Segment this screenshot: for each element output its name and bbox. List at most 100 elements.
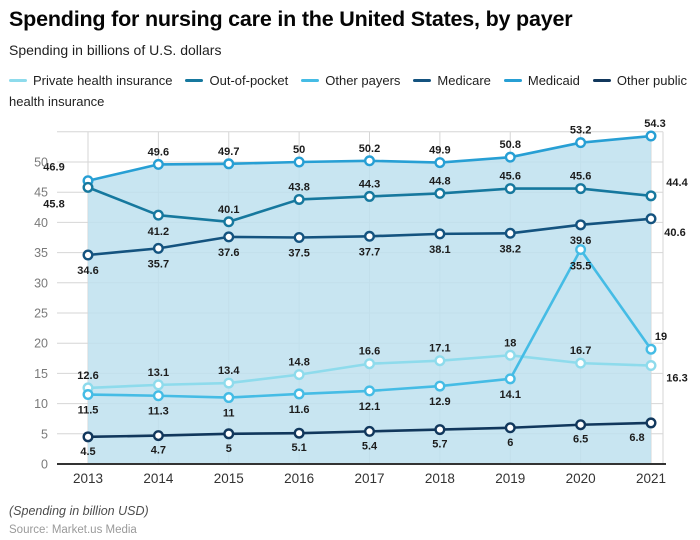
data-point-other-public-health-insurance <box>645 417 657 429</box>
data-point-medicare <box>434 228 446 240</box>
data-label-other-public-health-insurance: 5 <box>226 443 232 455</box>
data-label-other-public-health-insurance: 5.7 <box>432 439 447 451</box>
data-label-private-health-insurance: 17.1 <box>429 343 450 355</box>
legend-swatch-other-public-health-insurance <box>592 79 611 83</box>
chart-subtitle: Spending in billions of U.S. dollars <box>9 42 222 58</box>
data-label-other-payers: 12.1 <box>359 401 380 413</box>
data-point-other-payers <box>364 385 376 397</box>
data-label-out-of-pocket: 45.6 <box>500 171 521 183</box>
data-point-medicare <box>645 213 657 225</box>
data-point-medicaid <box>645 130 657 142</box>
data-point-private-health-insurance <box>434 355 446 367</box>
legend-item-medicaid: Medicaid <box>503 73 580 88</box>
y-axis-tick-label: 45 <box>34 186 48 200</box>
data-label-other-payers: 11.5 <box>78 405 99 417</box>
data-point-medicaid <box>504 151 516 163</box>
data-label-medicaid: 50 <box>293 144 305 156</box>
legend: Private health insurance Out-of-pocket Oth… <box>0 70 700 112</box>
data-label-private-health-insurance: 13.1 <box>148 367 169 379</box>
data-point-out-of-pocket <box>434 187 446 199</box>
data-point-medicare <box>82 249 94 261</box>
data-point-medicaid <box>364 155 376 167</box>
data-point-private-health-insurance <box>223 377 235 389</box>
legend-label: Medicaid <box>527 73 580 88</box>
legend-item-out-of-pocket: Out-of-pocket <box>185 73 288 88</box>
x-axis-tick-label: 2021 <box>636 471 666 486</box>
data-label-private-health-insurance: 12.6 <box>77 370 98 382</box>
chart-title: Spending for nursing care in the United … <box>9 7 573 31</box>
data-label-other-payers: 12.9 <box>429 396 450 408</box>
data-point-medicaid <box>575 137 587 149</box>
data-point-medicare <box>575 219 587 231</box>
data-label-medicaid: 50.8 <box>500 139 521 151</box>
legend-label: Other public health insurance <box>9 73 687 109</box>
data-point-medicare <box>364 230 376 242</box>
data-label-medicare: 34.6 <box>77 265 98 277</box>
data-point-other-payers <box>82 389 94 401</box>
data-point-out-of-pocket <box>364 190 376 202</box>
data-label-private-health-insurance: 16.3 <box>666 373 687 385</box>
y-axis-tick-label: 0 <box>41 458 48 472</box>
data-point-medicare <box>293 231 305 243</box>
data-point-out-of-pocket <box>645 190 657 202</box>
data-label-other-payers: 11.3 <box>148 406 169 418</box>
legend-item-other-public-health-insurance: Other public health insurance <box>9 73 687 109</box>
x-axis-tick-label: 2015 <box>214 471 244 486</box>
x-axis-tick-label: 2017 <box>354 471 384 486</box>
data-label-medicaid: 50.2 <box>359 143 380 155</box>
data-label-medicare: 37.6 <box>218 247 239 259</box>
data-point-out-of-pocket <box>82 181 94 193</box>
x-axis-tick-label: 2013 <box>73 471 103 486</box>
data-point-medicare <box>152 242 164 254</box>
data-label-out-of-pocket: 44.4 <box>666 177 688 189</box>
line-chart: 12.6 13.1 13.4 14.8 16.6 17.1 18 16.7 16.3 45.8 41… <box>0 114 700 494</box>
data-point-private-health-insurance <box>504 349 516 361</box>
data-point-other-payers <box>645 343 657 355</box>
data-label-other-public-health-insurance: 5.4 <box>362 440 378 452</box>
x-axis-tick-label: 2016 <box>284 471 314 486</box>
data-label-medicaid: 46.9 <box>43 162 64 174</box>
data-point-private-health-insurance <box>152 379 164 391</box>
data-label-medicaid: 49.6 <box>148 146 169 158</box>
data-label-out-of-pocket: 44.8 <box>429 175 450 187</box>
data-point-other-payers <box>575 244 587 256</box>
data-label-medicare: 37.5 <box>288 248 309 260</box>
x-axis-tick-label: 2014 <box>143 471 174 486</box>
data-point-private-health-insurance <box>575 357 587 369</box>
data-label-medicaid: 49.9 <box>429 145 450 157</box>
legend-item-medicare: Medicare <box>413 73 491 88</box>
data-label-other-payers: 19 <box>655 331 667 343</box>
y-axis-tick-label: 25 <box>34 307 48 321</box>
data-point-medicaid <box>152 158 164 170</box>
chart-canvas: 12.6 13.1 13.4 14.8 16.6 17.1 18 16.7 16.3 45.8 41… <box>34 118 688 486</box>
legend-swatch-other-payers <box>301 79 320 83</box>
legend-swatch-out-of-pocket <box>185 79 204 83</box>
data-point-other-public-health-insurance <box>152 430 164 442</box>
legend-swatch-medicare <box>413 79 432 83</box>
data-point-medicare <box>504 227 516 239</box>
data-point-medicaid <box>434 157 446 169</box>
data-point-out-of-pocket <box>223 216 235 228</box>
data-label-other-payers: 11 <box>223 408 235 420</box>
data-label-other-public-health-insurance: 6 <box>507 437 513 449</box>
data-label-private-health-insurance: 16.6 <box>359 346 380 358</box>
data-label-private-health-insurance: 13.4 <box>218 365 240 377</box>
data-point-other-payers <box>434 380 446 392</box>
y-axis-tick-label: 5 <box>41 427 48 441</box>
data-point-other-payers <box>504 373 516 385</box>
data-point-out-of-pocket <box>152 209 164 221</box>
data-label-medicaid: 54.3 <box>644 118 665 130</box>
data-point-medicare <box>223 231 235 243</box>
data-label-medicaid: 49.7 <box>218 146 239 158</box>
data-label-out-of-pocket: 43.8 <box>288 181 309 193</box>
x-axis-tick-label: 2018 <box>425 471 455 486</box>
data-label-out-of-pocket: 44.3 <box>359 178 380 190</box>
y-axis-tick-label: 50 <box>34 156 48 170</box>
data-point-other-public-health-insurance <box>504 422 516 434</box>
y-axis-tick-label: 20 <box>34 337 48 351</box>
data-point-other-public-health-insurance <box>575 419 587 431</box>
data-label-other-payers: 35.5 <box>570 261 591 273</box>
data-label-out-of-pocket: 45.8 <box>43 198 64 210</box>
data-label-medicare: 35.7 <box>148 258 169 270</box>
data-label-other-payers: 11.6 <box>289 404 310 416</box>
